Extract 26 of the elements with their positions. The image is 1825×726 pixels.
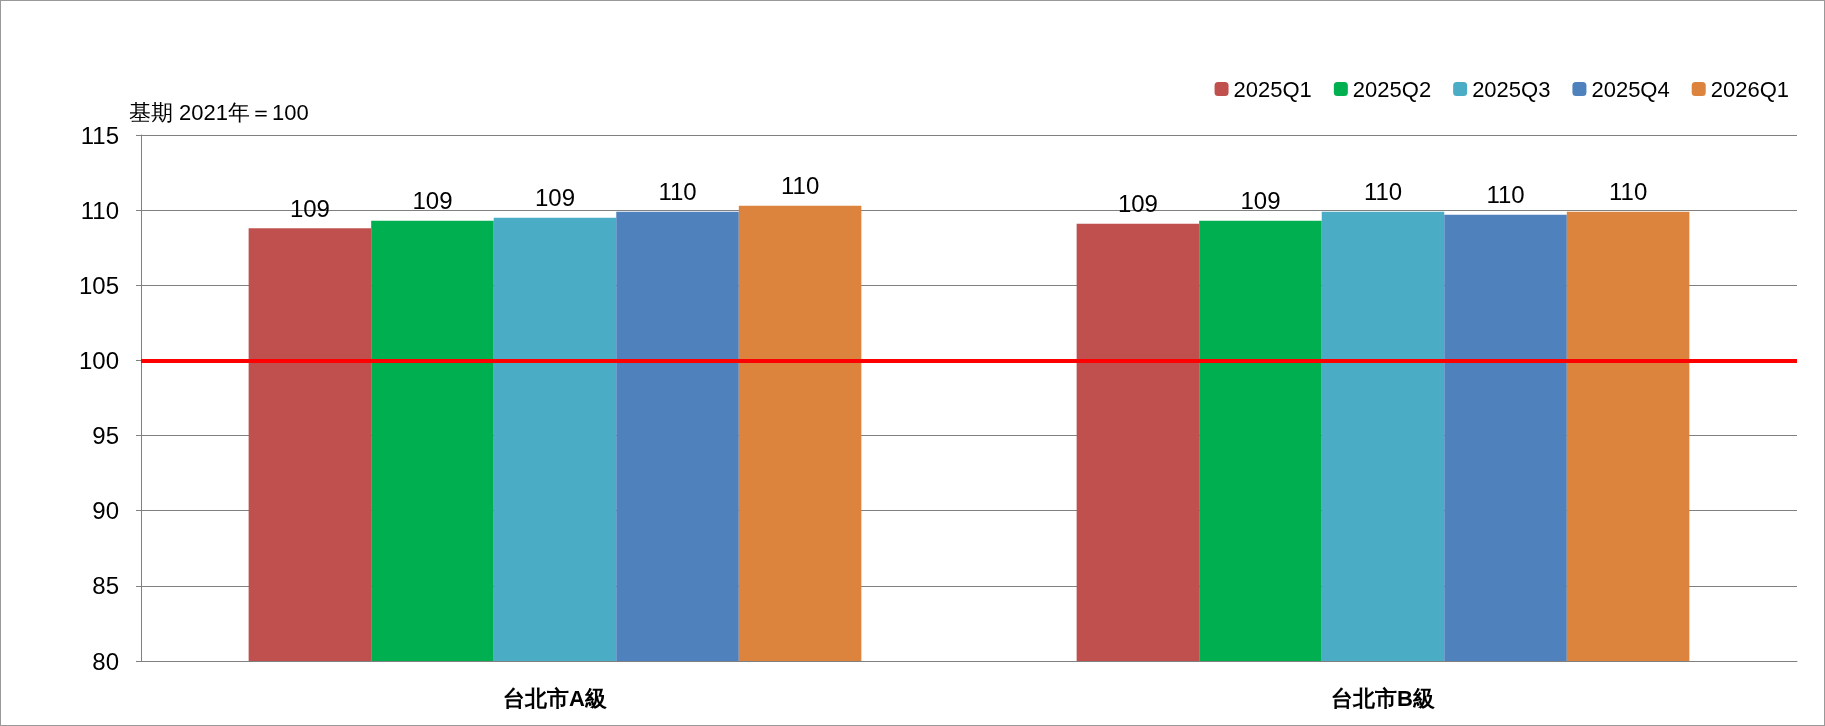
data-label: 109 [534, 184, 576, 212]
y-tick-label: 80 [92, 647, 119, 675]
y-tick-label: 100 [78, 346, 119, 374]
data-label: 110 [1486, 181, 1525, 209]
y-tick-label: 110 [80, 196, 119, 224]
legend-label: 2026Q1 [1710, 76, 1790, 102]
legend-label: 2025Q4 [1591, 76, 1670, 102]
y-tick-label: 85 [92, 572, 119, 600]
data-label: 109 [289, 194, 330, 222]
x-tick-label: 台北市A級 [503, 685, 607, 711]
data-label: 110 [780, 172, 820, 200]
legend-label: 2025Q1 [1233, 76, 1312, 102]
data-label: 110 [658, 178, 697, 206]
legend-label: 2025Q2 [1352, 76, 1432, 102]
data-label: 109 [1117, 190, 1158, 218]
y-tick-label: 90 [92, 497, 119, 525]
x-tick-label: 台北市B級 [1331, 685, 1435, 711]
data-label: 110 [1363, 178, 1403, 206]
data-label: 109 [412, 187, 453, 215]
legend-label: 2025Q3 [1472, 76, 1551, 102]
data-label: 110 [1608, 178, 1648, 206]
y-tick-label: 105 [78, 271, 119, 299]
text: 基期 2021年＝100 [129, 99, 309, 125]
data-label: 109 [1240, 187, 1281, 215]
y-tick-label: 115 [80, 121, 119, 149]
y-tick-label: 95 [92, 422, 119, 450]
